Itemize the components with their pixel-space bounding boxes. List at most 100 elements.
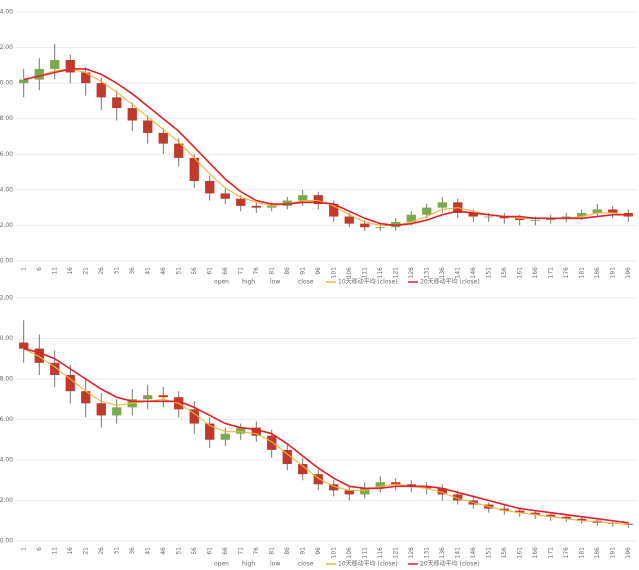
x-tick-label: 91 bbox=[299, 547, 306, 555]
x-tick-label: 161 bbox=[516, 547, 523, 559]
x-tick-label: 191 bbox=[609, 547, 616, 559]
x-tick-label: 16 bbox=[67, 267, 74, 275]
x-tick-label: 41 bbox=[144, 267, 151, 275]
candle-body bbox=[34, 348, 44, 363]
x-tick-label: 1 bbox=[20, 547, 27, 551]
legend-label: 20天移动平均 (close) bbox=[420, 560, 480, 568]
x-tick-label: 86 bbox=[284, 547, 291, 555]
x-tick-label: 61 bbox=[206, 267, 213, 275]
y-tick-label: 8.00 bbox=[0, 376, 13, 383]
x-tick-label: 21 bbox=[82, 547, 89, 555]
y-tick-label: 8.00 bbox=[0, 115, 13, 122]
candle-body bbox=[391, 482, 401, 485]
x-tick-label: 86 bbox=[284, 267, 291, 275]
candle-body bbox=[546, 514, 556, 517]
candle-body bbox=[329, 484, 339, 491]
candle-body bbox=[422, 486, 432, 489]
candle-body bbox=[236, 198, 246, 206]
legend-label: open bbox=[214, 561, 229, 568]
x-tick-label: 166 bbox=[532, 267, 539, 279]
candle-body bbox=[592, 209, 602, 213]
x-tick-label: 146 bbox=[470, 547, 477, 559]
candle-body bbox=[561, 516, 571, 519]
candle-body bbox=[313, 195, 323, 205]
x-tick-label: 181 bbox=[578, 267, 585, 279]
y-tick-label: 4.00 bbox=[0, 186, 13, 193]
candle-body bbox=[499, 508, 509, 511]
candle-body bbox=[19, 79, 29, 84]
candle-body bbox=[577, 212, 587, 217]
x-tick-label: 91 bbox=[299, 267, 306, 275]
legend-label: 20天移动平均 (close) bbox=[420, 278, 480, 286]
x-tick-label: 116 bbox=[377, 267, 384, 279]
x-tick-label: 146 bbox=[470, 267, 477, 279]
x-tick-label: 136 bbox=[439, 547, 446, 559]
candle-body bbox=[468, 212, 478, 217]
y-tick-label: 10.00 bbox=[0, 80, 13, 87]
legend-label: high bbox=[242, 561, 255, 568]
x-tick-label: 136 bbox=[439, 267, 446, 279]
x-tick-label: 141 bbox=[454, 267, 461, 279]
x-tick-label: 6 bbox=[36, 547, 43, 551]
candle-body bbox=[499, 216, 509, 219]
candle-body bbox=[453, 494, 463, 501]
candle-body bbox=[112, 97, 122, 109]
y-tick-label: 12.00 bbox=[0, 44, 13, 51]
candle-body bbox=[143, 120, 153, 133]
candle-body bbox=[546, 218, 556, 221]
x-tick-label: 141 bbox=[454, 547, 461, 559]
candle-body bbox=[158, 132, 168, 144]
legend-label: close bbox=[298, 279, 314, 286]
candle-body bbox=[437, 488, 447, 495]
x-tick-label: 116 bbox=[377, 547, 384, 559]
x-tick-label: 96 bbox=[315, 267, 322, 275]
x-tick-label: 151 bbox=[485, 267, 492, 279]
x-tick-label: 181 bbox=[578, 547, 585, 559]
legend-label: 10天移动平均 (close) bbox=[338, 278, 398, 286]
x-tick-label: 76 bbox=[253, 547, 260, 555]
candle-body bbox=[251, 205, 261, 208]
candle-body bbox=[406, 214, 416, 222]
x-tick-label: 126 bbox=[408, 547, 415, 559]
candle-body bbox=[344, 216, 354, 224]
legend-label: high bbox=[242, 279, 255, 286]
y-tick-label: 6.00 bbox=[0, 416, 13, 423]
x-tick-label: 31 bbox=[113, 547, 120, 555]
candle-body bbox=[406, 484, 416, 487]
x-tick-label: 21 bbox=[82, 267, 89, 275]
candle-body bbox=[608, 209, 618, 213]
candle-body bbox=[422, 207, 432, 215]
candle-body bbox=[50, 362, 60, 375]
candle-body bbox=[282, 200, 292, 206]
candle-body bbox=[375, 227, 385, 229]
y-tick-label: 4.00 bbox=[0, 457, 13, 464]
x-tick-label: 176 bbox=[563, 267, 570, 279]
x-tick-label: 106 bbox=[346, 267, 353, 279]
y-tick-label: 2.00 bbox=[0, 497, 13, 504]
y-tick-label: 10.00 bbox=[0, 335, 13, 342]
candle-body bbox=[267, 205, 277, 208]
x-tick-label: 66 bbox=[222, 547, 229, 555]
candle-body bbox=[577, 518, 587, 521]
candle-body bbox=[220, 193, 230, 199]
x-tick-label: 1 bbox=[20, 267, 27, 271]
x-tick-label: 26 bbox=[98, 547, 105, 555]
x-tick-label: 131 bbox=[423, 547, 430, 559]
x-tick-label: 76 bbox=[253, 267, 260, 275]
candle-body bbox=[561, 216, 571, 219]
candle-body bbox=[19, 342, 29, 349]
ma-line bbox=[23, 68, 629, 227]
x-tick-label: 26 bbox=[98, 267, 105, 275]
x-tick-label: 11 bbox=[51, 547, 58, 555]
candle-body bbox=[530, 512, 540, 515]
x-tick-label: 81 bbox=[268, 547, 275, 555]
candle-body bbox=[391, 221, 401, 228]
x-tick-label: 36 bbox=[129, 267, 136, 275]
x-tick-label: 186 bbox=[594, 547, 601, 559]
x-tick-label: 56 bbox=[191, 267, 198, 275]
legend-label: open bbox=[214, 279, 229, 286]
candle-body bbox=[515, 510, 525, 513]
y-tick-label: 12.00 bbox=[0, 295, 13, 302]
candle-body bbox=[127, 108, 137, 121]
